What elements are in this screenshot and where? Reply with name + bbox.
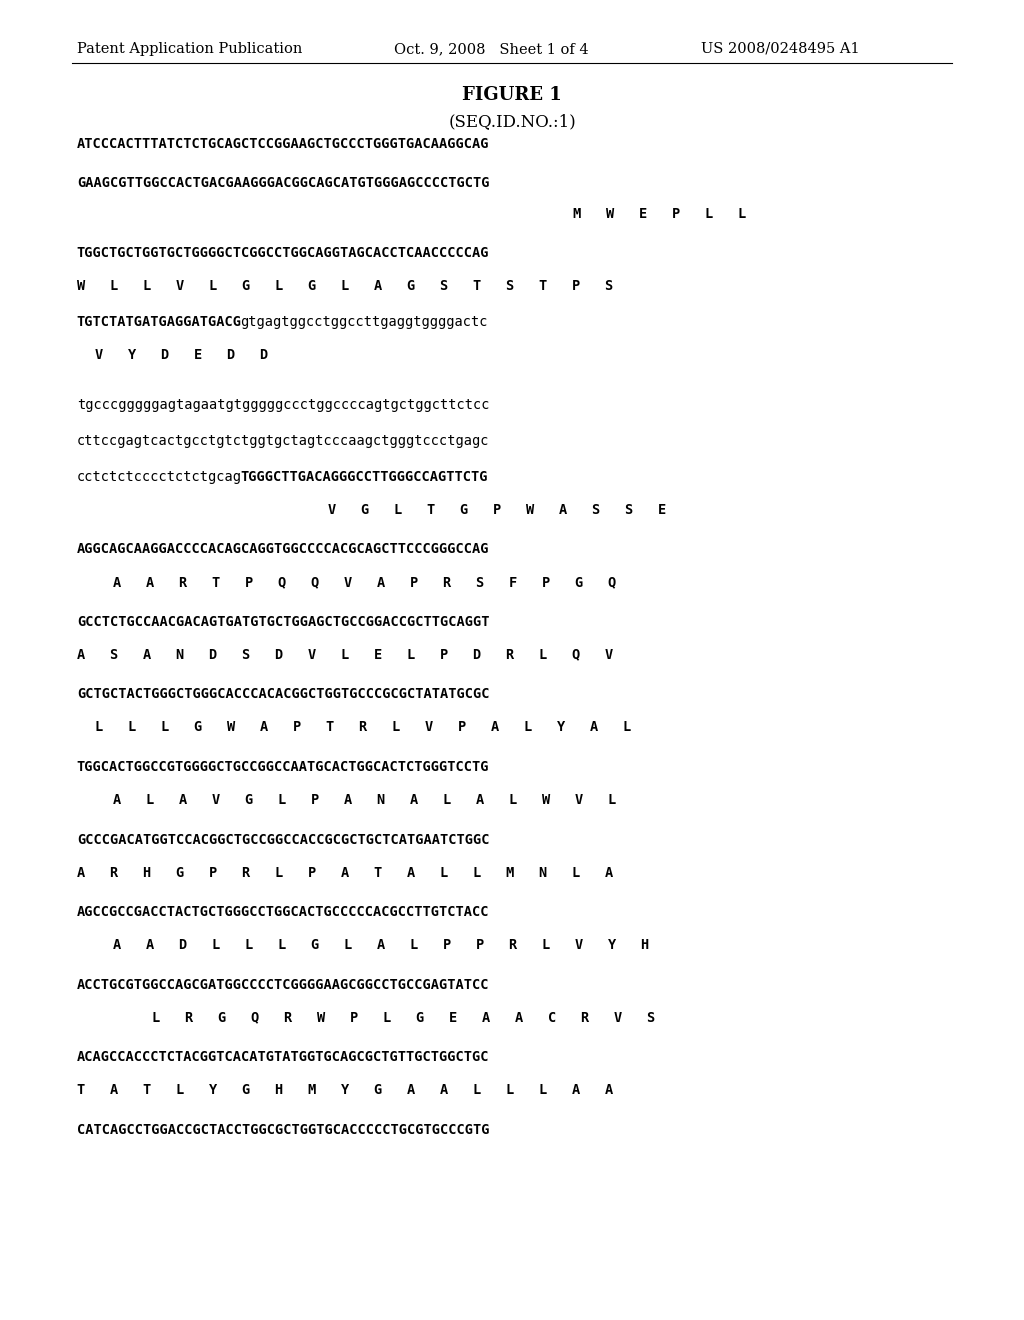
Text: TGGGCTTGACAGGGCCTTGGGCCAGTTCTG: TGGGCTTGACAGGGCCTTGGGCCAGTTCTG xyxy=(241,470,487,483)
Text: M   W   E   P   L   L: M W E P L L xyxy=(573,207,746,220)
Text: L   R   G   Q   R   W   P   L   G   E   A   A   C   R   V   S: L R G Q R W P L G E A A C R V S xyxy=(152,1011,654,1024)
Text: W   L   L   V   L   G   L   G   L   A   G   S   T   S   T   P   S: W L L V L G L G L A G S T S T P S xyxy=(77,280,613,293)
Text: TGTCTATGATGAGGATGACG: TGTCTATGATGAGGATGACG xyxy=(77,315,242,329)
Text: CATCAGCCTGGACCGCTACCTGGCGCTGGTGCACCCCCTGCGTGCCCGTG: CATCAGCCTGGACCGCTACCTGGCGCTGGTGCACCCCCTG… xyxy=(77,1123,489,1137)
Text: A   A   D   L   L   L   G   L   A   L   P   P   R   L   V   Y   H: A A D L L L G L A L P P R L V Y H xyxy=(113,939,649,952)
Text: Oct. 9, 2008   Sheet 1 of 4: Oct. 9, 2008 Sheet 1 of 4 xyxy=(394,42,589,55)
Text: V   Y   D   E   D   D: V Y D E D D xyxy=(95,348,268,362)
Text: T   A   T   L   Y   G   H   M   Y   G   A   A   L   L   L   A   A: T A T L Y G H M Y G A A L L L A A xyxy=(77,1084,613,1097)
Text: (SEQ.ID.NO.:1): (SEQ.ID.NO.:1) xyxy=(449,114,575,129)
Text: A   A   R   T   P   Q   Q   V   A   P   R   S   F   P   G   Q: A A R T P Q Q V A P R S F P G Q xyxy=(113,576,615,589)
Text: ACCTGCGTGGCCAGCGATGGCCCCTCGGGGAAGCGGCCTGCCGAGTATCC: ACCTGCGTGGCCAGCGATGGCCCCTCGGGGAAGCGGCCTG… xyxy=(77,978,489,991)
Text: AGCCGCCGACCTACTGCTGGGCCTGGCACTGCCCCCACGCCTTGTCTACC: AGCCGCCGACCTACTGCTGGGCCTGGCACTGCCCCCACGC… xyxy=(77,906,489,919)
Text: cctctctcccctctctgcag: cctctctcccctctctgcag xyxy=(77,470,242,483)
Text: tgcccgggggagtagaatgtgggggccctggccccagtgctggcttctcc: tgcccgggggagtagaatgtgggggccctggccccagtgc… xyxy=(77,399,489,412)
Text: GCCCGACATGGTCCACGGCTGCCGGCCACCGCGCTGCTCATGAATCTGGC: GCCCGACATGGTCCACGGCTGCCGGCCACCGCGCTGCTCA… xyxy=(77,833,489,846)
Text: Patent Application Publication: Patent Application Publication xyxy=(77,42,302,55)
Text: ATCCCACTTTATCTCTGCAGCTCCGGAAGCTGCCCTGGGTGACAAGGCAG: ATCCCACTTTATCTCTGCAGCTCCGGAAGCTGCCCTGGGT… xyxy=(77,137,489,150)
Text: A   S   A   N   D   S   D   V   L   E   L   P   D   R   L   Q   V: A S A N D S D V L E L P D R L Q V xyxy=(77,648,613,661)
Text: GAAGCGTTGGCCACTGACGAAGGGACGGCAGCATGTGGGAGCCCCTGCTG: GAAGCGTTGGCCACTGACGAAGGGACGGCAGCATGTGGGA… xyxy=(77,177,489,190)
Text: FIGURE 1: FIGURE 1 xyxy=(462,86,562,104)
Text: US 2008/0248495 A1: US 2008/0248495 A1 xyxy=(701,42,860,55)
Text: AGGCAGCAAGGACCCCACAGCAGGTGGCCCCACGCAGCTTCCCGGGCCAG: AGGCAGCAAGGACCCCACAGCAGGTGGCCCCACGCAGCTT… xyxy=(77,543,489,556)
Text: TGGCTGCTGGTGCTGGGGCTCGGCCTGGCAGGTAGCACCTCAACCCCCAG: TGGCTGCTGGTGCTGGGGCTCGGCCTGGCAGGTAGCACCT… xyxy=(77,247,489,260)
Text: V   G   L   T   G   P   W   A   S   S   E: V G L T G P W A S S E xyxy=(328,503,666,516)
Text: A   R   H   G   P   R   L   P   A   T   A   L   L   M   N   L   A: A R H G P R L P A T A L L M N L A xyxy=(77,866,613,879)
Text: GCCTCTGCCAACGACAGTGATGTGCTGGAGCTGCCGGACCGCTTGCAGGT: GCCTCTGCCAACGACAGTGATGTGCTGGAGCTGCCGGACC… xyxy=(77,615,489,628)
Text: cttccgagtcactgcctgtctggtgctagtcccaagctgggtccctgagc: cttccgagtcactgcctgtctggtgctagtcccaagctgg… xyxy=(77,434,489,447)
Text: TGGCACTGGCCGTGGGGCTGCCGGCCAATGCACTGGCACTCTGGGTCCTG: TGGCACTGGCCGTGGGGCTGCCGGCCAATGCACTGGCACT… xyxy=(77,760,489,774)
Text: gtgagtggcctggccttgaggtggggactc: gtgagtggcctggccttgaggtggggactc xyxy=(241,315,487,329)
Text: GCTGCTACTGGGCTGGGCACCCACACGGCTGGTGCCCGCGCTATATGCGC: GCTGCTACTGGGCTGGGCACCCACACGGCTGGTGCCCGCG… xyxy=(77,688,489,701)
Text: ACAGCCACCCTCTACGGTCACATGTATGGTGCAGCGCTGTTGCTGGCTGC: ACAGCCACCCTCTACGGTCACATGTATGGTGCAGCGCTGT… xyxy=(77,1051,489,1064)
Text: A   L   A   V   G   L   P   A   N   A   L   A   L   W   V   L: A L A V G L P A N A L A L W V L xyxy=(113,793,615,807)
Text: L   L   L   G   W   A   P   T   R   L   V   P   A   L   Y   A   L: L L L G W A P T R L V P A L Y A L xyxy=(95,721,632,734)
